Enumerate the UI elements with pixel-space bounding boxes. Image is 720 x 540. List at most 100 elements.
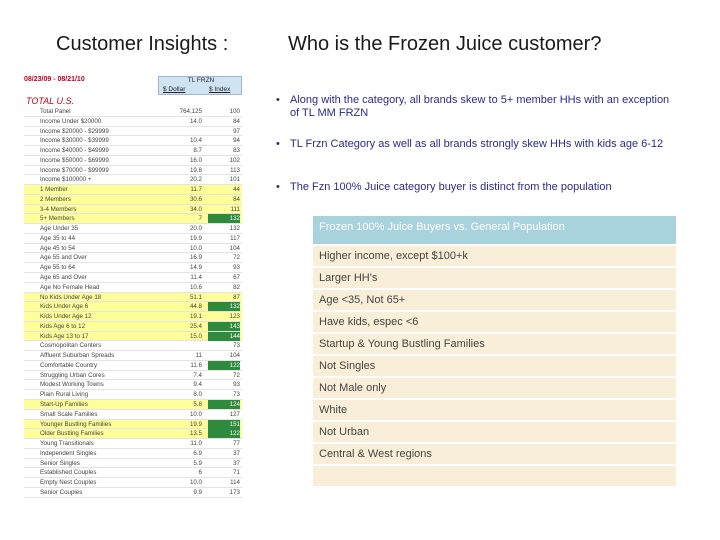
sheet-row: 1 Member 11.7 44	[24, 185, 242, 195]
sheet-row: Income $20000 - $29999 97	[24, 127, 242, 137]
sheet-row-dollar: 6.9	[193, 449, 202, 457]
sheet-row: Income $70000 - $99999 19.8 113	[24, 166, 242, 176]
sheet-row: Empty Nest Couples 10.0 114	[24, 478, 242, 488]
sheet-row-index: 114	[230, 479, 240, 487]
sheet-row-label: Kids Age 6 to 12	[40, 322, 86, 330]
sheet-row-label: Struggling Urban Cores	[40, 371, 105, 379]
sheet-row-label: Income $20000 - $29999	[40, 127, 109, 135]
sheet-row-dollar: 14.9	[189, 264, 202, 272]
sheet-row-label: Established Couples	[40, 469, 97, 477]
sheet-row-label: Modest Working Towns	[40, 381, 104, 389]
sheet-row-dollar: 10.0	[189, 244, 202, 252]
sheet-row-index: 122	[208, 429, 240, 439]
sheet-row-dollar: 8.7	[193, 147, 202, 155]
comparison-item: Higher income, except $100+k	[313, 244, 676, 266]
sheet-row-dollar: 10.6	[189, 283, 202, 291]
sheet-row: Comfortable Country 11.6 122	[24, 360, 242, 371]
sheet-row-dollar: 8.0	[193, 391, 202, 399]
sheet-row-dollar: 34.0	[189, 205, 202, 213]
sheet-row-index: 111	[230, 205, 240, 213]
sheet-row: Older Bustling Families 13.5 122	[24, 429, 242, 440]
sheet-row-dollar: 11.0	[190, 440, 202, 448]
sheet-row-index: 37	[233, 449, 240, 457]
sheet-row-index: 72	[233, 371, 240, 379]
sheet-row: Income $40000 - $49999 8.7 83	[24, 146, 242, 156]
sheet-row-label: Younger Bustling Families	[40, 420, 112, 428]
date-range: 08/23/09 - 08/21/10	[24, 76, 85, 83]
sheet-row-label: Independent Singles	[40, 449, 97, 457]
sheet-row-index: 87	[233, 293, 240, 301]
sheet-row-dollar: 11	[195, 352, 202, 360]
comparison-item: Not Urban	[313, 420, 676, 442]
sheet-row-index: 94	[233, 137, 240, 145]
sheet-row-dollar: 5.8	[193, 400, 202, 408]
sheet-row: Age No Female Head 10.6 82	[24, 283, 242, 293]
sheet-row-dollar: 764,125	[179, 108, 202, 115]
sheet-row-label: Age No Female Head	[40, 283, 100, 291]
sheet-row-label: Affluent Suburban Spreads	[40, 352, 115, 360]
comparison-table: Frozen 100% Juice Buyers vs. General Pop…	[313, 216, 676, 486]
sheet-row-index: 97	[233, 127, 240, 135]
sheet-row: Kids Age 6 to 12 25.4 143	[24, 321, 242, 332]
bullet-text: Along with the category, all brands skew…	[290, 94, 670, 119]
sheet-row: Age 55 and Over 16.9 72	[24, 253, 242, 264]
sheet-row-index: 132	[208, 302, 240, 312]
sheet-row-index: 44	[233, 186, 240, 194]
bullet-dot-icon: •	[276, 138, 280, 150]
sheet-header: TL FRZN $ Dollar $ Index	[158, 76, 242, 95]
sheet-row: Modest Working Towns 9.4 93	[24, 380, 242, 391]
comparison-item: Have kids, espec <6	[313, 310, 676, 332]
sheet-row-label: Kids Under Age 6	[40, 303, 89, 311]
sheet-row-index: 83	[233, 147, 240, 155]
sheet-row-dollar: 14.0	[189, 117, 202, 125]
sheet-row-index: 101	[229, 176, 240, 184]
sheet-row-index: 84	[233, 117, 240, 125]
sheet-row-index: 104	[229, 244, 240, 252]
sheet-row-label: Senior Singles	[40, 459, 80, 467]
sheet-row: Independent Singles 6.9 37	[24, 449, 242, 459]
sheet-row-dollar: 16.0	[189, 156, 202, 164]
sheet-row: Senior Couples 9.9 173	[24, 488, 242, 498]
sheet-row-label: Age 55 to 64	[40, 264, 76, 272]
sheet-row-dollar: 10.0	[189, 410, 202, 418]
sheet-row-label: Income $40000 - $49999	[40, 147, 109, 155]
comparison-item: Startup & Young Bustling Families	[313, 332, 676, 354]
sheet-row-label: Empty Nest Couples	[40, 479, 97, 487]
sheet-row-dollar: 19.1	[189, 313, 202, 321]
sheet-row-label: Older Bustling Families	[40, 430, 104, 438]
sheet-row: Income Under $20000 14.0 84	[24, 117, 242, 127]
sheet-row-label: Small Scale Families	[40, 410, 98, 418]
sheet-row-label: Plain Rural Living	[40, 391, 89, 399]
sheet-row-index: 151	[208, 419, 240, 429]
sheet-row: Age Under 35 20.0 132	[24, 224, 242, 234]
sheet-row-index: 102	[229, 156, 240, 164]
sheet-row-index: 93	[233, 264, 240, 272]
bullet-dot-icon: •	[276, 94, 280, 106]
sheet-row-dollar: 6	[198, 469, 202, 477]
sheet-row-dollar: 25.4	[189, 322, 202, 330]
sheet-row-label: Age 65 and Over	[40, 274, 87, 282]
sheet-row: Senior Singles 5.9 37	[24, 459, 242, 469]
sheet-row-dollar: 44.8	[189, 303, 202, 311]
sheet-row-label: Age Under 35	[40, 225, 79, 233]
sheet-row: Age 55 to 64 14.9 93	[24, 263, 242, 274]
sheet-row: Struggling Urban Cores 7.4 72	[24, 371, 242, 381]
sheet-row-dollar: 10.0	[189, 479, 202, 487]
sheet-row-dollar: 11.7	[190, 186, 202, 194]
sheet-row-label: Kids Under Age 12	[40, 313, 92, 321]
sheet-row-label: Comfortable Country	[40, 361, 98, 369]
sheet-row-index: 72	[233, 254, 240, 262]
sheet-row: Established Couples 6 71	[24, 468, 242, 479]
comparison-item	[313, 464, 676, 486]
sheet-row-label: Age 45 to 54	[40, 244, 76, 252]
sheet-row-dollar: 13.5	[189, 430, 202, 438]
sheet-row: Age 65 and Over 11.4 67	[24, 273, 242, 283]
sheet-row: Start-Up Families 5.8 124	[24, 399, 242, 410]
sheet-row-index: 173	[229, 488, 240, 496]
comparison-item: Not Singles	[313, 354, 676, 376]
sheet-row-label: 2 Members	[40, 195, 71, 203]
sheet-row-label: Cosmopolitan Centers	[40, 342, 102, 350]
sheet-row-index: 113	[230, 166, 240, 174]
sheet-row-label: Income $70000 - $99999	[40, 166, 109, 174]
sheet-row-dollar: 19.9	[189, 234, 202, 242]
